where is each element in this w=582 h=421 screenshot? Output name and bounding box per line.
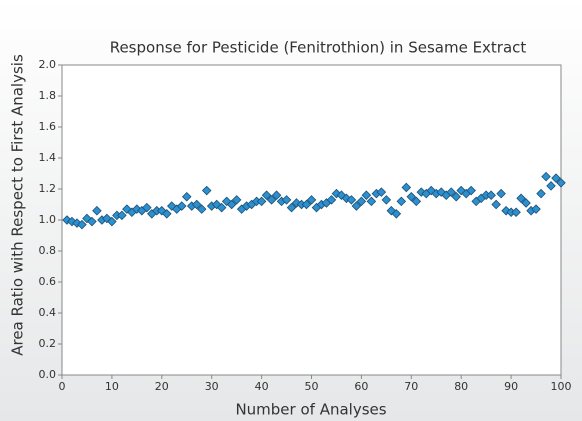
marker — [511, 207, 521, 218]
marker — [281, 195, 292, 205]
marker — [102, 213, 112, 224]
x-tick-label: 40 — [255, 380, 269, 393]
marker — [361, 190, 372, 200]
marker — [391, 209, 402, 219]
marker — [536, 188, 546, 199]
y-tick-label: 0.2 — [39, 337, 57, 350]
marker — [451, 191, 461, 202]
marker — [376, 187, 387, 197]
marker — [516, 193, 526, 204]
marker — [551, 173, 561, 183]
marker — [117, 210, 127, 221]
x-tick-label: 60 — [354, 380, 368, 393]
x-axis-label: Number of Analyses — [235, 401, 386, 419]
marker — [556, 178, 566, 188]
marker — [256, 196, 267, 207]
x-tick-label: 30 — [205, 380, 219, 393]
marker — [286, 202, 297, 213]
y-tick-label: 1.2 — [39, 182, 57, 195]
x-tick-label: 10 — [105, 380, 119, 393]
marker — [531, 204, 541, 214]
marker — [291, 198, 302, 208]
marker — [521, 198, 531, 208]
marker — [221, 196, 232, 207]
marker — [261, 190, 272, 200]
y-tick-label: 1.8 — [39, 89, 57, 102]
marker — [406, 191, 417, 202]
marker — [306, 195, 317, 205]
marker — [411, 196, 422, 207]
y-tick-label: 1.4 — [39, 151, 57, 164]
x-tick-label: 50 — [305, 380, 319, 393]
marker — [82, 213, 92, 224]
marker — [142, 202, 152, 213]
marker — [62, 215, 72, 225]
marker — [346, 195, 357, 205]
marker — [501, 205, 511, 216]
marker — [196, 204, 207, 214]
marker — [176, 201, 187, 211]
marker — [181, 191, 192, 202]
marker — [386, 205, 397, 216]
y-tick-label: 1.6 — [39, 120, 57, 133]
marker — [107, 216, 117, 227]
x-tick-label: 90 — [504, 380, 518, 393]
marker — [496, 188, 506, 199]
y-tick-label: 1.0 — [39, 213, 57, 226]
x-tick-label: 100 — [551, 380, 572, 393]
marker — [541, 171, 551, 182]
marker — [92, 205, 102, 216]
marker — [266, 195, 277, 205]
y-tick-label: 0.4 — [39, 306, 57, 319]
y-tick-label: 2.0 — [39, 58, 57, 71]
marker — [216, 202, 227, 213]
marker — [87, 216, 97, 227]
marker — [226, 199, 237, 210]
y-axis-label: Area Ratio with Respect to First Analysi… — [9, 54, 27, 356]
y-tick-label: 0.8 — [39, 244, 57, 257]
marker — [466, 185, 476, 196]
x-tick-label: 20 — [155, 380, 169, 393]
marker — [401, 182, 412, 193]
x-tick-label: 80 — [454, 380, 468, 393]
y-tick-label: 0.6 — [39, 275, 57, 288]
marker — [446, 187, 456, 197]
x-tick-label: 70 — [404, 380, 418, 393]
marker — [356, 196, 367, 207]
marker — [546, 181, 556, 191]
marker — [366, 196, 377, 207]
marker — [231, 195, 242, 205]
marker — [77, 219, 87, 230]
marker — [271, 190, 282, 200]
marker — [162, 209, 172, 219]
chart-title: Response for Pesticide (Fenitrothion) in… — [110, 39, 527, 57]
marker — [486, 190, 496, 200]
marker — [381, 195, 392, 205]
marker — [336, 190, 347, 200]
marker — [491, 199, 501, 210]
marker — [301, 199, 312, 210]
marker — [351, 201, 362, 211]
marker — [326, 195, 337, 205]
y-tick-label: 0.0 — [39, 368, 57, 381]
x-tick-label: 0 — [59, 380, 66, 393]
marker — [396, 196, 407, 207]
plot-area — [61, 64, 562, 376]
marker — [191, 199, 202, 210]
marker — [201, 185, 212, 196]
